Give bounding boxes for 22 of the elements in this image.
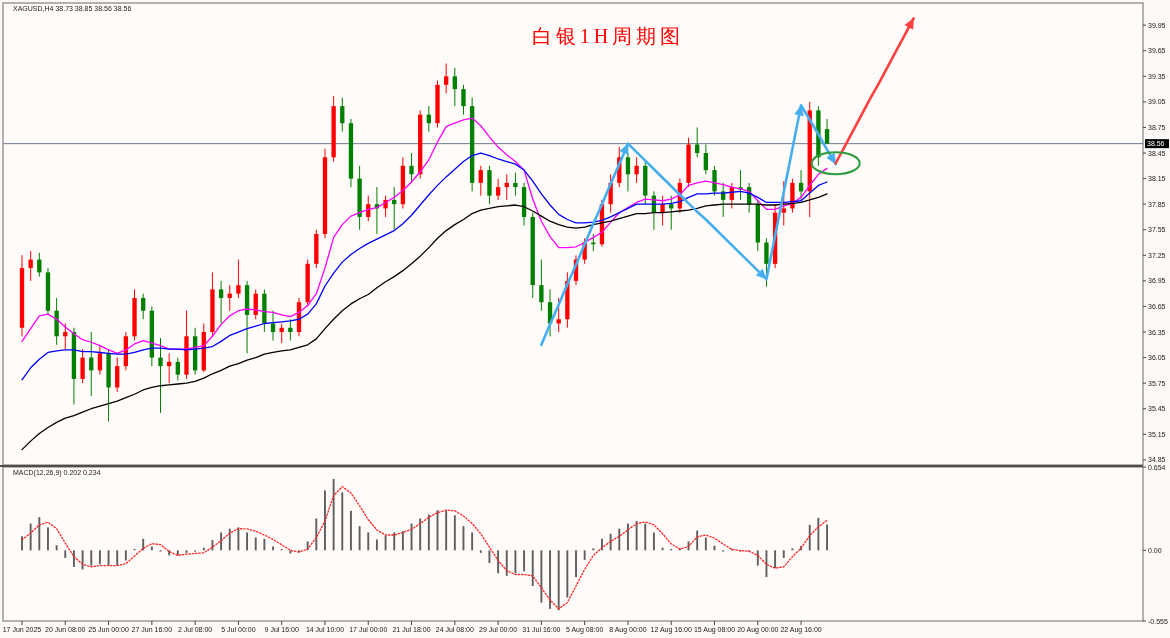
line-series bbox=[21, 485, 828, 610]
candlestick bbox=[478, 165, 483, 197]
candlestick bbox=[141, 293, 146, 320]
candlestick bbox=[409, 152, 414, 184]
candlestick bbox=[97, 344, 103, 376]
candlestick bbox=[495, 178, 501, 201]
candlestick bbox=[556, 297, 561, 333]
candlestick bbox=[340, 97, 345, 133]
text: 白银1H周期图 bbox=[531, 25, 685, 47]
candlestick bbox=[452, 67, 457, 107]
candlestick bbox=[175, 357, 180, 382]
candlestick bbox=[288, 318, 293, 342]
candlestick bbox=[28, 250, 33, 282]
candlestick bbox=[218, 280, 224, 324]
candlestick bbox=[513, 172, 518, 197]
candlestick bbox=[158, 337, 163, 414]
candlestick bbox=[80, 348, 85, 384]
candlestick bbox=[539, 259, 544, 312]
candlestick bbox=[236, 259, 241, 299]
candlestick bbox=[461, 84, 466, 116]
candlestick bbox=[115, 357, 120, 393]
candlestick bbox=[444, 63, 449, 94]
